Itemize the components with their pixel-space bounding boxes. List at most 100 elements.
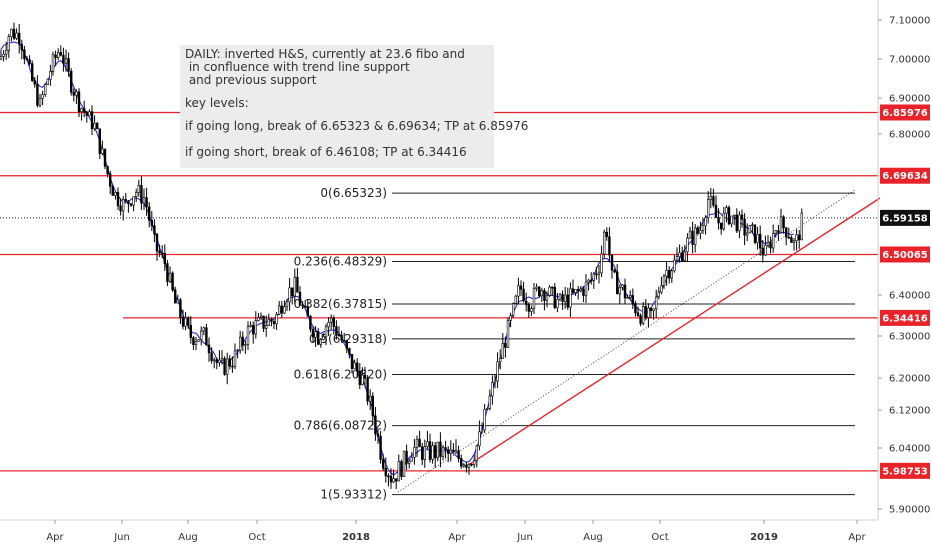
candle-body: [725, 207, 728, 214]
candle-body: [459, 458, 463, 467]
candle-body: [103, 148, 107, 167]
candle-body: [519, 285, 523, 290]
candle-body: [101, 148, 104, 154]
candle-body: [784, 227, 788, 238]
x-tick-label: Apr: [448, 532, 466, 543]
x-tick-label: Oct: [651, 532, 668, 543]
candle-body: [693, 227, 697, 245]
candle-body: [537, 286, 541, 297]
y-tick-label: 6.30000: [889, 332, 930, 343]
candle-body: [257, 317, 260, 321]
candle-body: [714, 204, 718, 218]
candle-body: [210, 352, 213, 361]
candle-body: [439, 441, 442, 457]
candle-body: [639, 315, 642, 324]
candle-body: [355, 362, 359, 372]
candle-body: [662, 275, 666, 286]
candle-body: [335, 326, 338, 336]
candle-body: [584, 281, 588, 296]
candle-body: [70, 71, 73, 93]
candle-body: [553, 286, 557, 309]
candle-body: [59, 52, 63, 56]
candle-body: [483, 408, 486, 431]
candle-body: [254, 320, 257, 335]
candle-body: [665, 270, 668, 277]
level-price-tag: [880, 104, 930, 121]
level-price-tag-label: 5.98753: [882, 466, 928, 477]
candle-body: [431, 445, 434, 460]
y-tick-label: 6.40000: [889, 291, 930, 302]
candle-body: [558, 294, 562, 300]
candle-body: [779, 216, 783, 234]
candle-body: [712, 196, 715, 206]
candle-body: [298, 292, 302, 306]
candle-body: [771, 233, 775, 249]
candle-body: [792, 240, 796, 243]
candle-body: [478, 431, 481, 447]
candle-body: [327, 322, 330, 328]
candle-body: [200, 330, 203, 340]
candle-body: [704, 217, 707, 227]
candle-body: [517, 285, 520, 297]
x-tick-label: Aug: [178, 532, 198, 543]
candle-body: [540, 290, 544, 297]
note-line-1: DAILY: inverted H&S, currently at 23.6 f…: [185, 47, 465, 61]
candle-body: [259, 315, 263, 318]
candle-body: [527, 304, 531, 312]
candle-body: [405, 450, 408, 464]
fib-level-label: 0(6.65323): [320, 186, 387, 200]
candle-body: [691, 230, 694, 245]
candle-body: [153, 225, 156, 235]
candle-body: [350, 353, 354, 369]
candle-body: [636, 312, 640, 316]
candle-body: [660, 285, 663, 293]
candle-body: [171, 272, 174, 291]
y-tick-label: 6.90000: [889, 94, 930, 105]
candle-body: [701, 225, 705, 231]
candle-body: [38, 97, 42, 106]
candle-body: [571, 288, 575, 293]
x-tick-label: Aug: [583, 532, 603, 543]
candle-body: [215, 359, 218, 363]
candle-body: [680, 252, 684, 262]
candle-body: [545, 295, 549, 301]
uptrend-line-red[interactable]: [469, 197, 881, 465]
candle-body: [314, 331, 317, 338]
x-tick-label: Jun: [113, 532, 130, 543]
candle-body: [262, 315, 265, 329]
candle-body: [340, 334, 343, 341]
candle-body: [226, 358, 229, 375]
current-price-tag: [880, 209, 930, 226]
level-price-tag: [880, 246, 930, 263]
candle-body: [735, 214, 739, 232]
candle-body: [174, 289, 177, 304]
level-price-tag-label: 6.85976: [882, 108, 928, 119]
candle-body: [727, 207, 731, 225]
candle-body: [532, 288, 536, 309]
candle-body: [384, 467, 387, 477]
candle-body: [124, 199, 128, 202]
candle-body: [202, 327, 205, 332]
price-axis: 7.10000 7.00000 6.90000 6.80000 6.40000 6.300…: [878, 16, 930, 516]
candle-body: [98, 128, 102, 154]
candle-body: [626, 297, 629, 299]
candle-body: [33, 80, 37, 85]
candle-body: [457, 450, 460, 459]
x-tick-label: 2018: [342, 532, 370, 543]
candle-body: [407, 460, 411, 464]
candle-body: [43, 84, 47, 95]
candle-body: [205, 327, 208, 346]
candle-body: [485, 408, 489, 410]
candle-body: [498, 358, 502, 363]
candle-body: [56, 52, 60, 58]
candle-body: [54, 54, 57, 58]
candle-body: [311, 328, 315, 338]
candle-body: [246, 326, 250, 345]
candle-body: [470, 463, 473, 466]
candle-body: [730, 215, 733, 225]
candle-body: [85, 111, 89, 116]
candle-body: [114, 192, 117, 196]
candle-body: [452, 449, 455, 453]
candle-body: [374, 415, 377, 435]
candle-body: [7, 36, 11, 51]
